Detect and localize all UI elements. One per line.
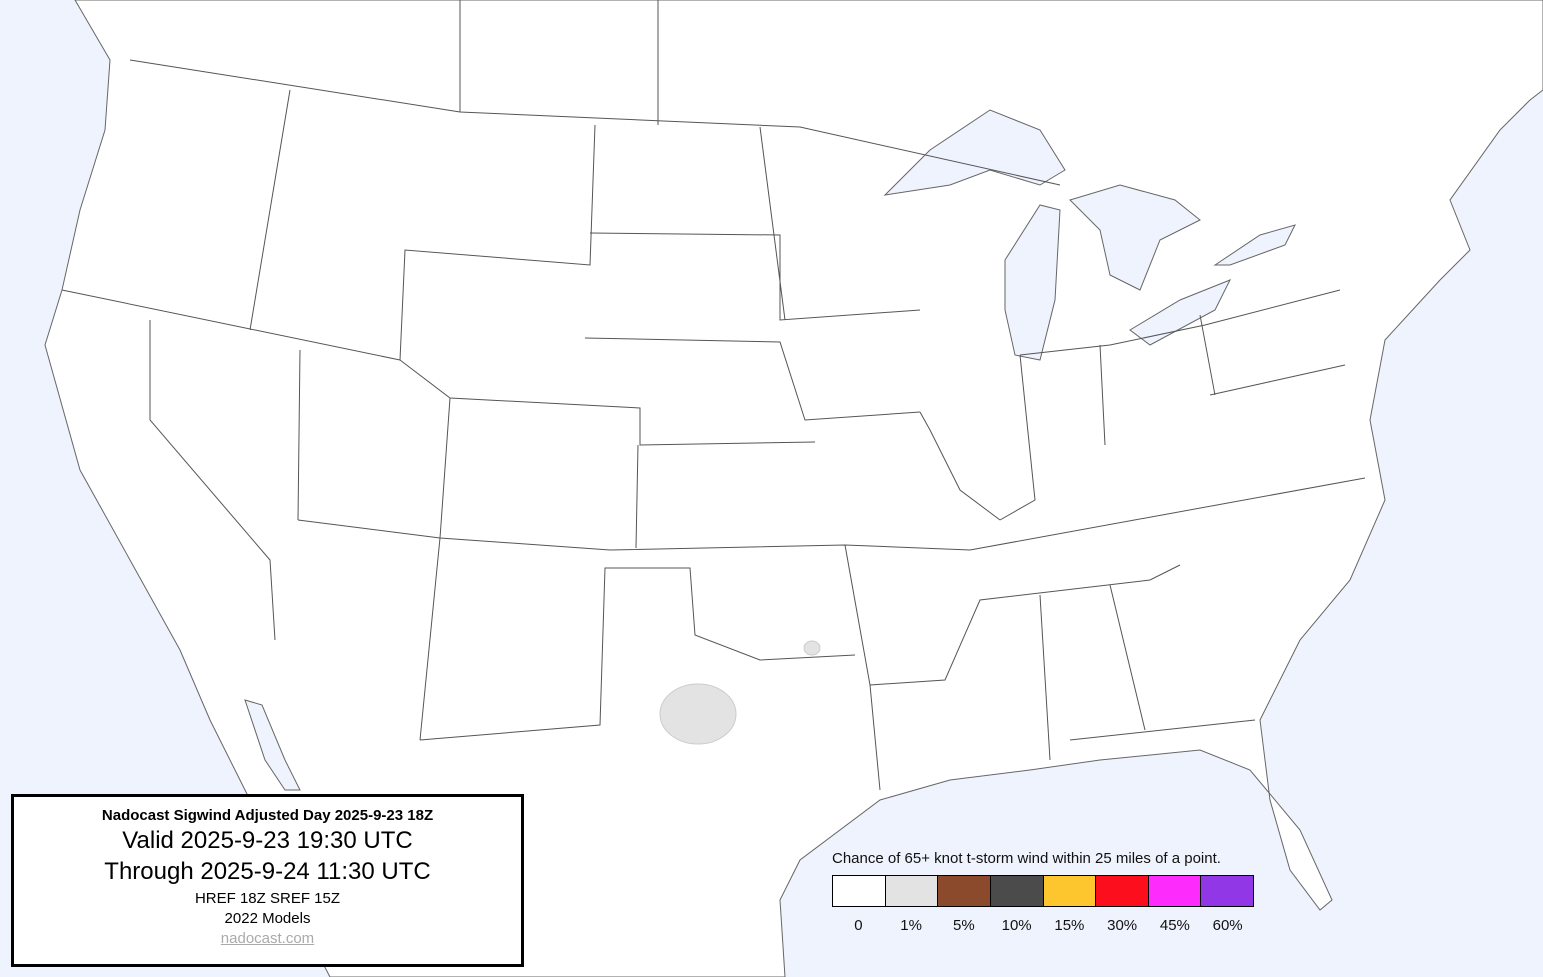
state-borders: [61, 0, 1366, 791]
legend-label: 10%: [1001, 917, 1032, 934]
legend-label: 5%: [953, 917, 975, 934]
legend-swatch: [1148, 876, 1202, 906]
legend-label: 1%: [900, 917, 922, 934]
models-run: HREF 18Z SREF 15Z: [194, 890, 341, 907]
legend-label: 30%: [1107, 917, 1138, 934]
forecast-area-1pct: [659, 683, 737, 745]
legend-label: 60%: [1212, 917, 1243, 934]
land: [44, 0, 1543, 977]
legend-swatch: [885, 876, 939, 906]
legend-label: 15%: [1054, 917, 1085, 934]
legend: Chance of 65+ knot t-storm wind within 2…: [832, 850, 1272, 934]
legend-swatch: [1096, 876, 1149, 906]
info-box: Nadocast Sigwind Adjusted Day 2025-9-23 …: [11, 794, 524, 967]
legend-swatch: [833, 876, 886, 906]
forecast-title: Nadocast Sigwind Adjusted Day 2025-9-23 …: [101, 807, 434, 824]
legend-swatches: [832, 875, 1254, 907]
legend-swatch: [1201, 876, 1253, 906]
legend-swatch: [990, 876, 1044, 906]
legend-labels: 0 1% 5% 10% 15% 30% 45% 60%: [832, 917, 1254, 934]
legend-label: 0: [854, 917, 863, 934]
valid-time: Valid 2025-9-23 19:30 UTC: [122, 827, 413, 854]
forecast-area-1pct-small: [803, 640, 821, 656]
legend-swatch: [938, 876, 991, 906]
legend-label: 45%: [1159, 917, 1190, 934]
site-link[interactable]: nadocast.com: [220, 930, 315, 947]
great-lakes: [883, 109, 1296, 361]
models-year: 2022 Models: [224, 910, 311, 927]
gulf-of-california: [244, 699, 301, 791]
legend-title: Chance of 65+ knot t-storm wind within 2…: [832, 850, 1221, 867]
legend-swatch: [1043, 876, 1097, 906]
through-time: Through 2025-9-24 11:30 UTC: [104, 858, 431, 885]
